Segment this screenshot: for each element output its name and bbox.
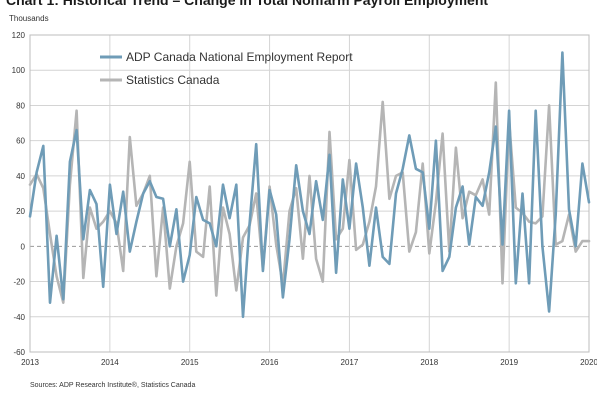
series-line-adp xyxy=(28,51,591,319)
y-tick-label: -20 xyxy=(13,278,25,287)
y-tick-label: 20 xyxy=(16,207,25,216)
legend-label: Statistics Canada xyxy=(126,73,220,87)
y-tick-label: 80 xyxy=(16,101,25,110)
legend: ADP Canada National Employment Report Sta… xyxy=(100,50,353,87)
x-tick-label: 2018 xyxy=(420,358,438,367)
series-line-statcan xyxy=(28,81,591,305)
y-tick-label: 100 xyxy=(12,66,26,75)
legend-label: ADP Canada National Employment Report xyxy=(126,50,353,64)
x-tick-label: 2014 xyxy=(101,358,119,367)
series-lines xyxy=(28,51,591,319)
plot-frame xyxy=(29,34,590,353)
axes: -60 -40 -20 0 20 40 60 80 100 120 2013 2014 2015 2016… xyxy=(12,31,597,367)
x-tick-label: 2016 xyxy=(261,358,279,367)
x-tick-label: 2013 xyxy=(21,358,39,367)
chart-title: Chart 1: Historical Trend – Change in To… xyxy=(6,0,489,8)
y-tick-label: -40 xyxy=(13,313,25,322)
y-tick-label: 40 xyxy=(16,172,25,181)
y-tick-label: 120 xyxy=(12,31,26,40)
source-note: Sources: ADP Research Institute®, Statis… xyxy=(30,382,196,389)
y-units-label: Thousands xyxy=(9,14,49,23)
x-tick-label: 2019 xyxy=(500,358,518,367)
x-tick-label: 2020 xyxy=(580,358,597,367)
y-tick-label: 60 xyxy=(16,137,25,146)
x-tick-label: 2017 xyxy=(341,358,359,367)
y-tick-label: 0 xyxy=(21,242,26,251)
y-tick-label: -60 xyxy=(13,348,25,357)
x-tick-label: 2015 xyxy=(181,358,199,367)
